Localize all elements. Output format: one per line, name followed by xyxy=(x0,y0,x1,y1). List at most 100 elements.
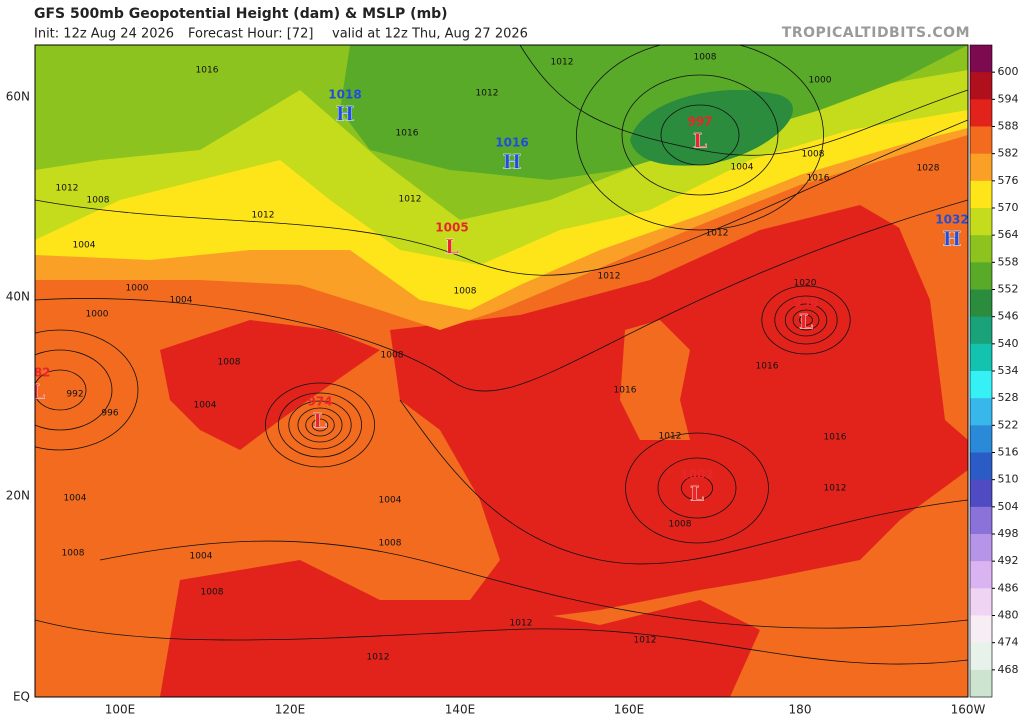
isobar xyxy=(784,303,828,337)
colorbar-swatch xyxy=(970,235,992,263)
colorbar-label: 576 xyxy=(998,174,1019,187)
latitude-label: 60N xyxy=(6,90,30,104)
longitude-label: 180 xyxy=(789,703,812,717)
isobar-label: 1012 xyxy=(510,619,533,629)
colorbar-label: 600 xyxy=(998,65,1019,78)
isobar-label: 1012 xyxy=(598,272,621,282)
colorbar-label: 570 xyxy=(998,201,1019,214)
colorbar-swatch xyxy=(970,72,992,100)
isobar xyxy=(35,369,87,411)
isobar-label: 996 xyxy=(101,409,118,419)
isobar-label: 1004 xyxy=(731,163,754,173)
isobar-label: 1008 xyxy=(218,358,241,368)
latitude-label: EQ xyxy=(13,690,30,704)
isobar-label: 1012 xyxy=(399,195,422,205)
center-letter: L xyxy=(690,482,704,506)
isobar-label: 1020 xyxy=(794,279,817,289)
latitude-label: 40N xyxy=(6,290,30,304)
title: GFS 500mb Geopotential Height (dam) & MS… xyxy=(34,6,448,22)
isobar xyxy=(799,314,813,326)
isobar xyxy=(660,104,740,166)
map-area: 1016 1012 1016 1008 1000 1012 1004 1008 1016 1028… xyxy=(25,45,968,697)
colorbar-label: 528 xyxy=(998,391,1019,404)
colorbar-swatch xyxy=(970,371,992,399)
source: TROPICALTIDBITS.COM xyxy=(782,25,970,41)
colorbar-swatch xyxy=(970,316,992,345)
isobar xyxy=(99,540,968,629)
colorbar-swatch xyxy=(970,642,992,671)
center-value: 998 xyxy=(793,296,818,310)
isobar xyxy=(311,418,329,432)
isobar-label: 1008 xyxy=(669,520,692,530)
colorbar-label: 594 xyxy=(998,92,1019,105)
colorbar-swatch xyxy=(970,262,992,290)
isobar xyxy=(264,382,375,468)
center-letter: L xyxy=(693,129,707,153)
isobar-label: 1000 xyxy=(809,76,832,86)
isobar xyxy=(681,475,714,501)
isobar-label: 1008 xyxy=(802,150,825,160)
longitude-label: 120E xyxy=(275,703,306,717)
init-time: Init: 12z Aug 24 2026 xyxy=(34,27,174,42)
center-letter: L xyxy=(31,380,45,404)
isobar-label: 1004 xyxy=(379,496,402,506)
longitude-label: 100E xyxy=(105,703,136,717)
center-value: 1016 xyxy=(495,136,528,150)
colorbar-swatch xyxy=(970,479,992,508)
isobar xyxy=(35,619,968,665)
isobar xyxy=(625,432,769,544)
colorbar-swatch xyxy=(970,398,992,426)
colorbar-label: 546 xyxy=(998,310,1019,323)
valid-time: valid at 12z Thu, Aug 27 2026 xyxy=(332,27,528,42)
center-letter: H xyxy=(943,227,962,251)
colorbar-label: 582 xyxy=(998,147,1019,160)
height-region xyxy=(160,560,760,697)
isobar-label: 1008 xyxy=(454,287,477,297)
isobar xyxy=(35,349,113,431)
isobar xyxy=(774,295,838,345)
isobar-label: 992 xyxy=(66,390,83,400)
colorbar-label: 516 xyxy=(998,446,1019,459)
map-frame xyxy=(34,44,969,698)
center-letter: L xyxy=(799,310,813,334)
isobar xyxy=(277,392,362,458)
colorbar-swatch xyxy=(970,289,992,318)
center-value: 982 xyxy=(25,366,50,380)
colorbar-label: 534 xyxy=(998,364,1019,377)
isobar xyxy=(35,119,968,276)
colorbar-label: 558 xyxy=(998,255,1019,268)
colorbar-swatch xyxy=(970,588,992,616)
center-value: 1002 xyxy=(680,468,713,482)
colorbar-swatch xyxy=(970,615,992,644)
center-letter: H xyxy=(503,150,522,174)
isobar-label: 1016 xyxy=(824,433,847,443)
longitude-label: 160W xyxy=(951,703,986,717)
isobar-label: 1004 xyxy=(64,494,87,504)
height-region xyxy=(160,320,380,450)
colorbar-swatch xyxy=(970,534,992,562)
colorbar-label: 522 xyxy=(998,418,1019,431)
colorbar-swatch xyxy=(970,425,992,453)
center-letter: L xyxy=(445,235,459,259)
colorbar-swatch xyxy=(970,180,992,209)
colorbar-label: 540 xyxy=(998,337,1019,350)
colorbar-label: 588 xyxy=(998,120,1019,133)
colorbar-swatch xyxy=(970,669,992,698)
isobar xyxy=(35,329,139,451)
isobar-label: 1016 xyxy=(756,362,779,372)
isobar-label: 1012 xyxy=(659,432,682,442)
height-region xyxy=(880,150,968,420)
isobar xyxy=(657,457,737,519)
colorbar-label: 564 xyxy=(998,228,1019,241)
isobar-label: 1012 xyxy=(476,89,499,99)
isobar-label: 1008 xyxy=(201,588,224,598)
isobar xyxy=(576,45,824,231)
colorbar-label: 510 xyxy=(998,473,1019,486)
longitude-label: 140E xyxy=(445,703,476,717)
colorbar-label: 486 xyxy=(998,581,1019,594)
isobar xyxy=(399,399,968,565)
center-value: 997 xyxy=(687,115,712,129)
isobar xyxy=(297,407,343,443)
isobar-label: 1000 xyxy=(126,284,149,294)
